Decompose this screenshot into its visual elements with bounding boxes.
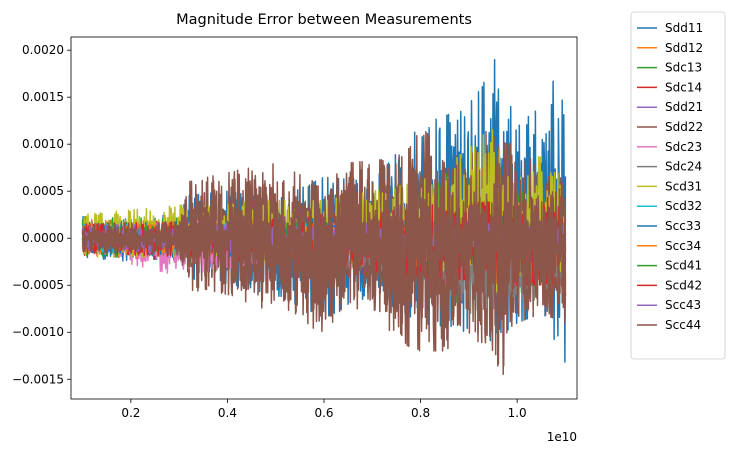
legend-label: Scd41 [665,259,702,273]
legend-label: Scc33 [665,219,701,233]
x-axis: 0.2 0.4 0.6 0.8 1.0 [121,399,527,420]
y-tick-label: −0.0015 [12,372,64,386]
x-tick-label: 1.0 [508,406,527,420]
legend-label: Scc34 [665,239,701,253]
legend-label: Sdc23 [665,140,702,154]
legend: Sdd11 Sdd12 Sdc13 Sdc14 Sdd21 Sdd22 Sdc23 Sdc24… [630,11,726,360]
y-tick-label: 0.0015 [22,90,64,104]
x-tick-label: 0.2 [121,406,140,420]
legend-label: Scc43 [665,298,701,312]
legend-label: Sdd22 [665,120,703,134]
legend-frame [630,11,726,360]
chart-title: Magnitude Error between Measurements [176,12,472,28]
x-tick-label: 0.6 [314,406,333,420]
series-line-scc44 [81,141,567,367]
y-tick-label: 0.0010 [22,137,64,151]
series-layer [81,58,567,376]
legend-label: Sdc24 [665,160,702,174]
y-tick-label: −0.0010 [12,325,64,339]
x-tick-label: 0.8 [411,406,430,420]
legend-label: Sdc13 [665,61,702,75]
x-tick-label: 0.4 [218,406,237,420]
legend-label: Sdd11 [665,21,703,35]
legend-label: Scd42 [665,278,702,292]
y-tick-label: −0.0005 [12,278,64,292]
legend-label: Scc44 [665,318,701,332]
y-tick-label: 0.0005 [22,184,64,198]
y-tick-label: 0.0020 [22,43,64,57]
legend-label: Scd31 [665,179,702,193]
legend-label: Sdd12 [665,41,703,55]
y-axis: −0.0015 −0.0010 −0.0005 0.0000 0.0005 0.0010 0… [12,43,71,386]
y-tick-label: 0.0000 [22,231,64,245]
legend-label: Scd32 [665,199,702,213]
x-axis-offset-label: 1e10 [547,430,577,444]
legend-label: Sdc14 [665,80,702,94]
legend-label: Sdd21 [665,100,703,114]
